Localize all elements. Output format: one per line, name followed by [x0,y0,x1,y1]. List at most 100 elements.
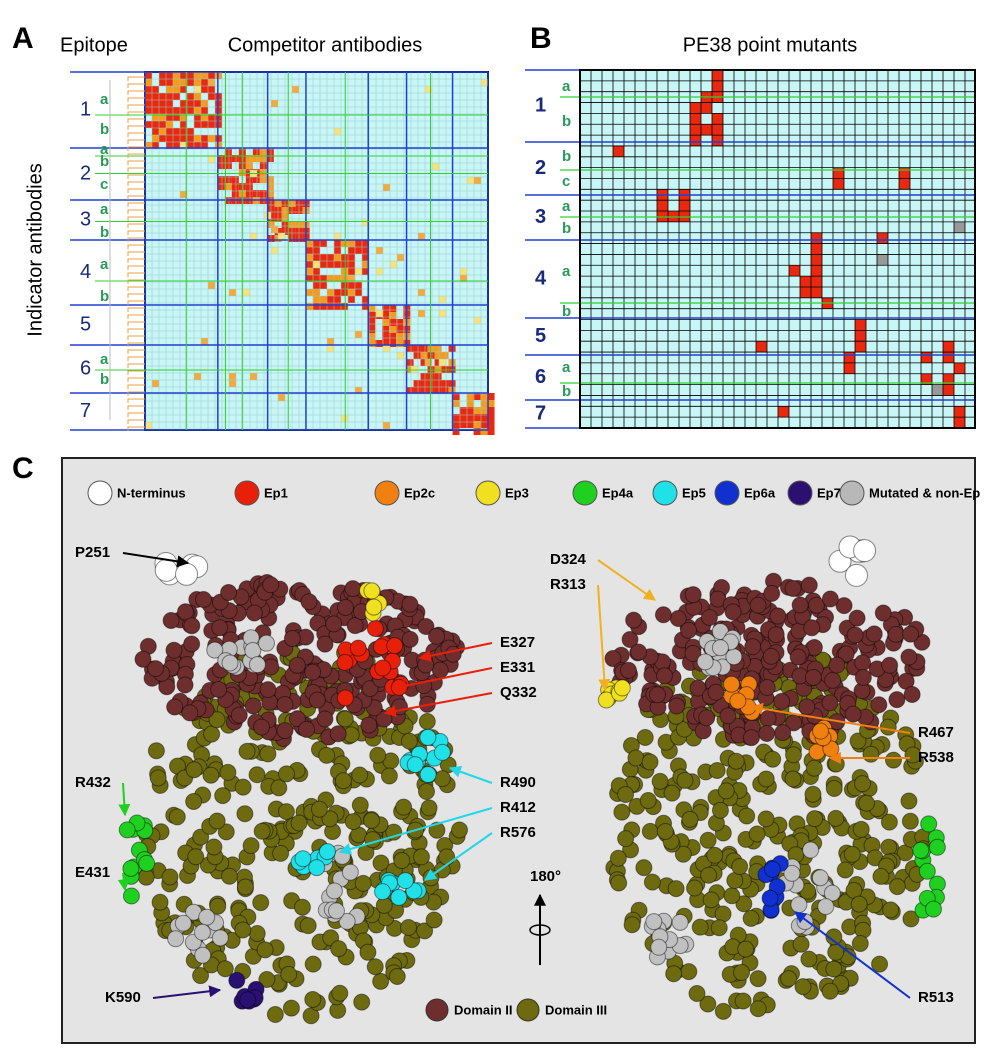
cell [418,310,425,317]
cell [326,275,334,282]
atom [862,745,880,763]
cell [439,296,446,303]
cell [480,428,488,435]
subgroup: b [562,383,571,400]
cell [361,247,369,254]
dendrogram [127,90,145,95]
cell [389,319,397,326]
cell [340,261,348,268]
atom [334,772,352,790]
atom [228,971,246,989]
atom [763,860,781,878]
atom [812,722,830,740]
legend-swatch [425,998,449,1022]
residue-label: R432 [75,774,111,791]
atom [780,970,798,988]
atom [147,660,165,678]
atom [610,874,628,892]
cell [333,275,341,282]
atom [884,751,902,769]
cell [439,310,446,317]
epitope-number: 2 [535,157,546,179]
cell [425,359,432,366]
residue-label: E431 [75,864,110,881]
cell [712,113,723,125]
atom [928,838,946,856]
cell [943,352,954,363]
cell [396,333,404,340]
atom [450,821,468,839]
cell [406,387,414,394]
panel-label: A [12,22,34,55]
atom [902,910,920,928]
atom [903,685,921,703]
cell [375,340,383,347]
cell [180,121,187,128]
atom [625,611,643,629]
cell [441,387,449,394]
cell [201,114,208,121]
panel-label: B [530,22,552,55]
atom [154,558,178,582]
atom [399,918,417,936]
cell [811,232,822,244]
atom [696,653,714,671]
cell [180,142,187,149]
cell [473,414,481,421]
cell [473,421,481,428]
atom [353,993,371,1011]
atom [210,680,228,698]
cell [943,373,954,385]
residue-label: Q332 [500,684,537,701]
legend-swatch [374,480,400,506]
atom [390,888,408,906]
cell [690,102,701,114]
atom [259,681,277,699]
subgroup: a [100,351,109,368]
cell [413,352,421,359]
subgroup: a [562,198,571,215]
atom [738,807,756,825]
cell [347,289,355,296]
cell [173,135,180,142]
cell [152,107,159,114]
atom [211,929,229,947]
cell [467,177,474,184]
atom [699,831,717,849]
atom [205,838,223,856]
cell [266,148,274,155]
atom [757,770,775,788]
atom [758,724,776,742]
cell [390,261,397,268]
atom [684,645,702,663]
atom [280,965,298,983]
atom [902,625,920,643]
cell [789,265,800,277]
cell [152,121,159,128]
legend-swatch [475,480,501,506]
atom [425,911,443,929]
cell [434,352,442,359]
dendrogram [127,412,145,417]
cell [811,276,822,287]
cell [657,200,668,212]
cell [487,421,495,428]
atom [193,923,211,941]
dendrogram [127,174,145,179]
cell [201,107,208,114]
cell [194,107,201,114]
atom [282,999,300,1017]
dendrogram [127,223,145,228]
atom [336,710,354,728]
arrow [117,872,130,892]
atom [359,943,377,961]
cell [921,373,932,385]
cell [152,86,159,93]
atom [900,648,918,666]
cell [159,100,166,107]
heatmap-frame [579,69,976,429]
cell [347,240,355,247]
cell [943,341,954,353]
dendrogram [127,342,145,347]
epitope-number: 5 [80,313,91,335]
